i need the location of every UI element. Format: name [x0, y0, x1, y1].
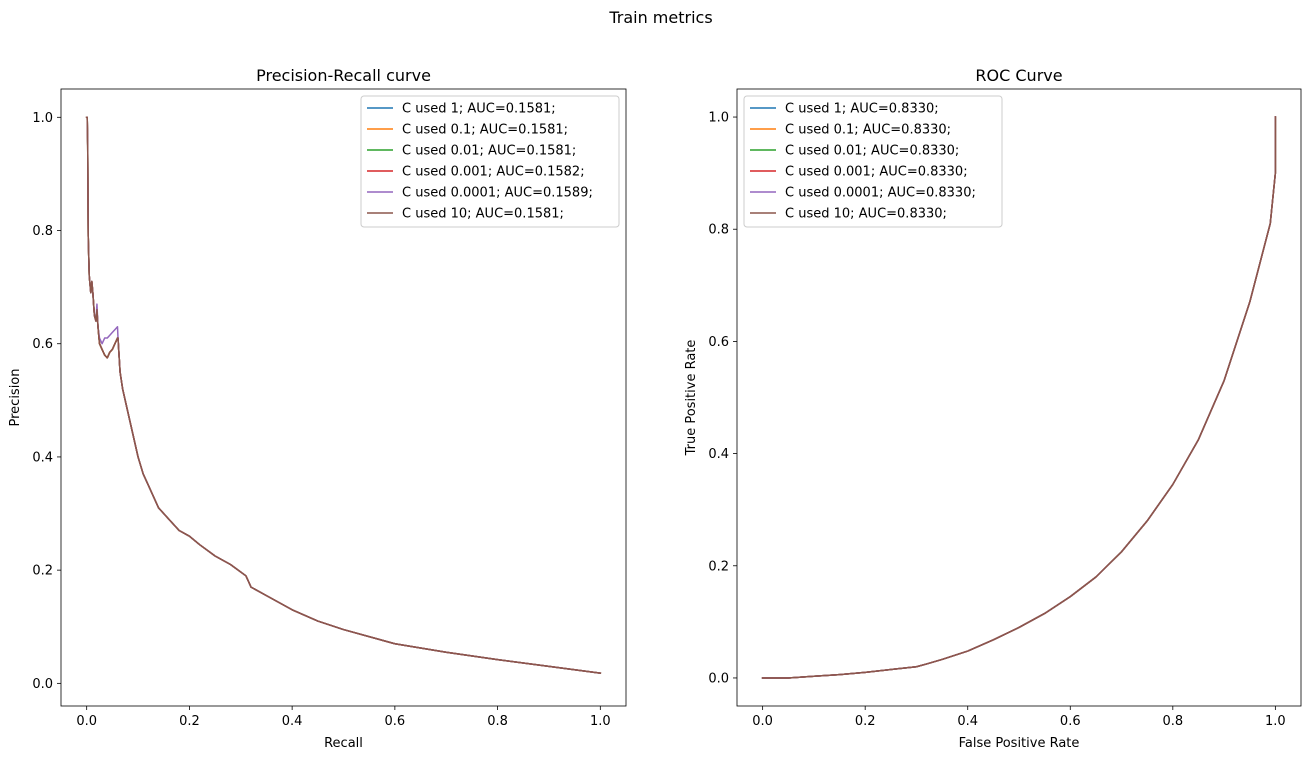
roc-ytick-label-3: 0.6 [708, 335, 729, 350]
pr-ytick-label-2: 0.4 [32, 450, 53, 465]
pr-axes-frame [60, 88, 627, 707]
roc-axes-title: ROC Curve [975, 66, 1062, 85]
figure-suptitle: Train metrics [608, 8, 712, 27]
pr-xtick-label-3: 0.6 [385, 714, 406, 729]
pr-legend-label-5: C used 10; AUC=0.1581; [402, 207, 564, 222]
pr-xtick-label-2: 0.4 [282, 714, 303, 729]
roc-series-line-5 [761, 116, 1277, 679]
pr-legend-label-1: C used 0.1; AUC=0.1581; [402, 123, 568, 138]
pr-ytick-label-4: 0.8 [32, 224, 53, 239]
roc-legend-label-3: C used 0.001; AUC=0.8330; [785, 165, 968, 180]
roc-xtick-label-5: 1.0 [1265, 714, 1286, 729]
pr-ytick-label-5: 1.0 [32, 111, 53, 126]
roc-axes-frame [736, 88, 1302, 707]
pr-series-lines [85, 116, 602, 675]
pr-xtick-label-1: 0.2 [179, 714, 200, 729]
roc-legend-label-1: C used 0.1; AUC=0.8330; [785, 123, 951, 138]
roc-ytick-label-2: 0.4 [708, 447, 729, 462]
roc-xtick-label-2: 0.4 [957, 714, 978, 729]
pr-ytick-label-1: 0.2 [32, 564, 53, 579]
roc-ytick-label-4: 0.8 [708, 223, 729, 238]
roc-axes: 0.0 0.2 0.4 0.6 0.8 1.0 0.0 0.2 0.4 0.6 0.8 1.0 ROC … [684, 66, 1302, 751]
roc-ytick-label-1: 0.2 [708, 559, 729, 574]
pr-y-axis-label: Precision [8, 368, 23, 426]
roc-legend-label-4: C used 0.0001; AUC=0.8330; [785, 186, 976, 201]
roc-legend-label-0: C used 1; AUC=0.8330; [785, 102, 939, 117]
roc-x-axis-label: False Positive Rate [959, 736, 1080, 751]
pr-legend-frame [360, 95, 620, 228]
roc-xtick-label-0: 0.0 [752, 714, 773, 729]
pr-xtick-label-4: 0.8 [487, 714, 508, 729]
pr-legend-label-3: C used 0.001; AUC=0.1582; [402, 165, 585, 180]
pr-xtick-label-0: 0.0 [76, 714, 97, 729]
roc-legend-label-2: C used 0.01; AUC=0.8330; [785, 144, 959, 159]
pr-ytick-label-3: 0.6 [32, 337, 53, 352]
pr-series-line-5 [85, 116, 602, 675]
roc-legend-frame [743, 95, 1003, 228]
roc-y-axis-label: True Positive Rate [684, 340, 699, 457]
pr-legend-label-0: C used 1; AUC=0.1581; [402, 102, 556, 117]
pr-legend-label-2: C used 0.01; AUC=0.1581; [402, 144, 576, 159]
roc-legend-label-5: C used 10; AUC=0.8330; [785, 207, 947, 222]
roc-ytick-label-0: 0.0 [708, 671, 729, 686]
pr-legend-label-4: C used 0.0001; AUC=0.1589; [402, 186, 593, 201]
precision-recall-axes: 0.0 0.2 0.4 0.6 0.8 1.0 0.0 0.2 0.4 0.6 0.8 1.0 Prec… [8, 66, 627, 751]
roc-xtick-label-1: 0.2 [855, 714, 876, 729]
roc-ytick-label-5: 1.0 [708, 111, 729, 126]
pr-xtick-label-5: 1.0 [590, 714, 611, 729]
roc-series-lines [761, 116, 1277, 679]
pr-legend: C used 1; AUC=0.1581; C used 0.1; AUC=0.1… [360, 95, 620, 228]
pr-ytick-label-0: 0.0 [32, 677, 53, 692]
roc-xtick-label-3: 0.6 [1060, 714, 1081, 729]
pr-axes-title: Precision-Recall curve [256, 66, 431, 85]
pr-x-axis-label: Recall [324, 736, 363, 751]
roc-legend: C used 1; AUC=0.8330; C used 0.1; AUC=0.8… [743, 95, 1003, 228]
roc-xtick-label-4: 0.8 [1162, 714, 1183, 729]
